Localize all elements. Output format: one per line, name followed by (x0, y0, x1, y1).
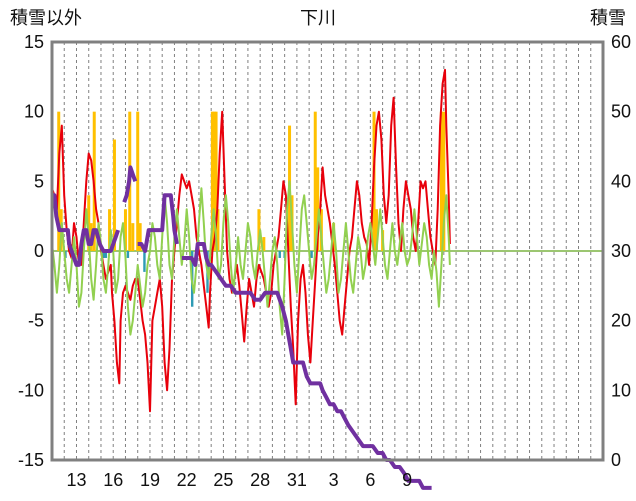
precip-bar (216, 209, 220, 251)
precip-bar-negative (310, 251, 313, 258)
snow-depth-line-segment (52, 193, 120, 267)
temperature-line (51, 68, 451, 413)
precip-bar (136, 111, 140, 252)
precip-bar (138, 223, 142, 251)
precip-bar (316, 167, 320, 251)
right-tick-label: 0 (611, 450, 621, 470)
precip-bar (257, 209, 261, 251)
precip-bar-negative (102, 251, 106, 258)
x-tick-label: 25 (213, 470, 233, 490)
right-tick-label: 20 (611, 311, 631, 331)
left-tick-label: 5 (34, 171, 44, 191)
left-tick-label: -5 (28, 311, 44, 331)
right-tick-label: 40 (611, 171, 631, 191)
left-tick-label: -10 (18, 380, 44, 400)
right-axis-label: 積雪 (590, 8, 626, 28)
right-tick-label: 30 (611, 241, 631, 261)
right-tick-label: 60 (611, 32, 631, 52)
precip-bar (212, 111, 216, 252)
x-tick-label: 13 (66, 470, 86, 490)
precip-bar (214, 111, 218, 252)
precip-bar (108, 209, 112, 251)
right-tick-label: 10 (611, 380, 631, 400)
x-tick-label: 28 (250, 470, 270, 490)
x-tick-label: 19 (140, 470, 160, 490)
snow-depth-line-segment (122, 165, 138, 203)
precip-bar (374, 209, 378, 251)
precip-bar-negative (104, 251, 108, 258)
chart-title: 下川 (300, 8, 336, 28)
right-tick-label: 50 (611, 102, 631, 122)
x-axis-ticks: 13 16 19 22 25 28 31 3 6 9 (66, 470, 412, 490)
left-axis-ticks: 15 10 5 0 -5 -10 -15 (18, 32, 44, 470)
precip-bar (313, 111, 317, 252)
left-tick-label: 0 (34, 241, 44, 261)
precip-bar-negative (278, 251, 281, 258)
x-tick-label: 6 (365, 470, 375, 490)
right-axis-ticks: 60 50 40 30 20 10 0 (611, 32, 631, 470)
x-tick-label: 9 (402, 470, 412, 490)
green-line (51, 180, 451, 336)
precip-bar (262, 237, 266, 251)
x-tick-label: 22 (177, 470, 197, 490)
precip-bar (123, 209, 127, 251)
left-tick-label: 10 (24, 102, 44, 122)
precip-bar (332, 223, 336, 251)
left-tick-label: -15 (18, 450, 44, 470)
precip-bar (442, 111, 446, 252)
snow-depth-line-segment (137, 193, 179, 253)
x-tick-label: 31 (287, 470, 307, 490)
precip-bar-negative (126, 251, 130, 258)
precip-bar (439, 111, 443, 252)
left-axis-label: 積雪以外 (10, 8, 82, 28)
precip-bar (112, 139, 116, 251)
left-tick-label: 15 (24, 32, 44, 52)
precip-bar (87, 195, 91, 251)
x-tick-label: 16 (103, 470, 123, 490)
x-tick-label: 3 (329, 470, 339, 490)
precip-bar (210, 111, 214, 252)
precip-bar (131, 223, 135, 251)
plot-frame (50, 40, 605, 462)
precip-bar-negative (143, 251, 146, 272)
